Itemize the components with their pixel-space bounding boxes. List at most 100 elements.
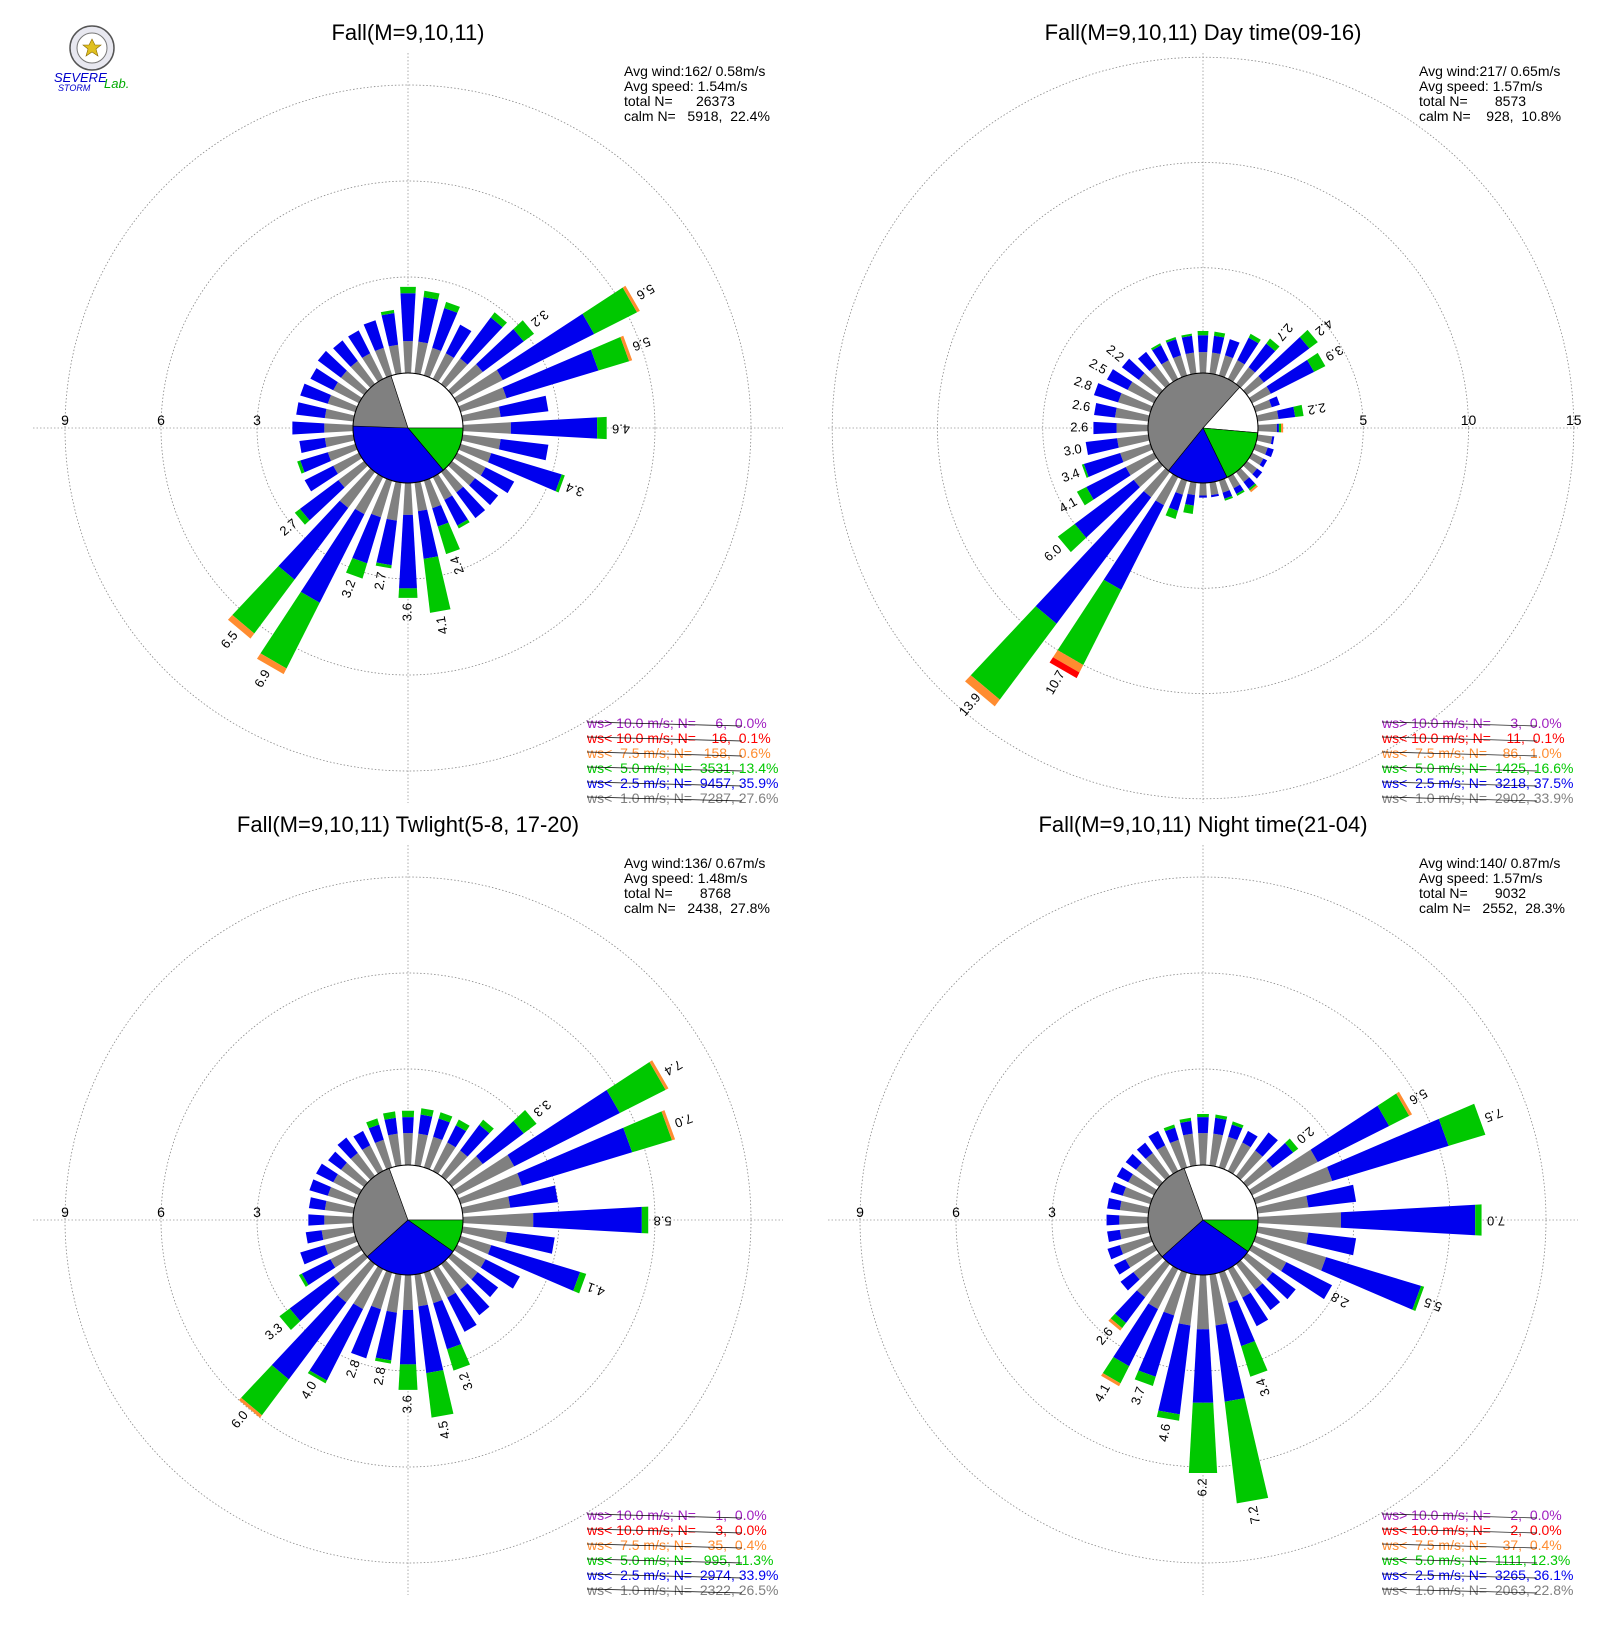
bar-segment: [384, 1117, 398, 1136]
bar-segment: [414, 1273, 428, 1307]
bar-segment: [362, 1145, 384, 1174]
legend-entry: ws< 10.0 m/s; N= 3, 0.0%: [586, 1522, 767, 1538]
ring-label: 6: [952, 1204, 960, 1220]
bar-segment: [294, 508, 310, 525]
bar-segment: [448, 1252, 478, 1280]
bar-segment: [1269, 396, 1280, 408]
bar-segment: [454, 1154, 515, 1196]
legend-entry: ws< 1.0 m/s; N= 2063, 22.8%: [1381, 1582, 1573, 1598]
bar-segment: [1327, 1118, 1449, 1181]
bar-segment: [508, 1185, 558, 1208]
legend-entry: ws> 10.0 m/s; N= 1, 0.0%: [586, 1507, 767, 1523]
legend-strike: [586, 796, 743, 802]
bar-segment: [1103, 500, 1164, 590]
bar-segment: [432, 1266, 456, 1298]
bar-segment: [1138, 373, 1163, 396]
bar-segment: [1199, 482, 1207, 496]
legend-entry: ws< 10.0 m/s; N= 11, 0.1%: [1381, 730, 1565, 746]
bar-segment: [337, 1137, 358, 1159]
stats-line: total N= 26373: [624, 93, 735, 109]
bar-segment: [1118, 393, 1153, 413]
bar-segment: [1175, 478, 1188, 495]
bar-segment: [1074, 479, 1140, 538]
bar-segment: [1152, 345, 1169, 365]
bar-segment: [1120, 1272, 1140, 1291]
bar-label: 7.2: [1245, 1505, 1263, 1525]
bar-label: 4.0: [298, 1378, 320, 1401]
ring: [64, 876, 752, 1564]
stats-line: Avg wind:136/ 0.67m/s: [624, 855, 765, 871]
bar-label: 5.6: [631, 334, 653, 354]
bar-segment: [1197, 1113, 1209, 1118]
bar-segment: [437, 522, 460, 555]
bar-segment: [469, 478, 499, 506]
bar-segment: [1150, 343, 1162, 351]
bar-segment: [300, 383, 331, 404]
bar-segment: [1276, 423, 1279, 433]
bar-segment: [1242, 1292, 1269, 1327]
bar-segment: [1122, 1186, 1153, 1205]
bar-segment: [1235, 1260, 1263, 1290]
bar-segment: [447, 1125, 467, 1148]
bar-segment: [1128, 1174, 1157, 1196]
bar-segment: [1106, 369, 1133, 390]
bar-segment: [1107, 1245, 1124, 1260]
bar-segment: [340, 370, 368, 396]
bar-segment: [582, 287, 638, 334]
bar-segment: [1227, 1142, 1251, 1174]
legend-strike: [586, 1558, 743, 1564]
legend-strike: [1381, 1588, 1538, 1594]
stats-line: Avg wind:140/ 0.87m/s: [1419, 855, 1560, 871]
legend-entry: ws< 5.0 m/s; N= 1111, 12.3%: [1381, 1552, 1570, 1568]
bar-segment: [299, 437, 327, 453]
bar-segment: [1127, 381, 1157, 404]
bar-segment: [1243, 1252, 1273, 1280]
legend-entry: ws< 5.0 m/s; N= 1425, 16.6%: [1381, 760, 1573, 776]
bar-segment: [1224, 495, 1233, 501]
bar-segment: [1113, 1259, 1131, 1275]
bar-segment: [1165, 337, 1177, 343]
bar-segment: [1180, 1120, 1193, 1136]
bar-segment: [448, 460, 476, 486]
bar-segment: [1173, 355, 1188, 378]
legend-strike: [1381, 766, 1538, 772]
bar-segment: [1215, 1114, 1228, 1120]
bar-segment: [350, 360, 376, 388]
bar-segment: [327, 394, 358, 413]
bar-segment: [1149, 365, 1171, 388]
bar-segment: [458, 1173, 522, 1205]
bar-segment: [461, 406, 501, 422]
bar-segment: [414, 481, 428, 512]
bar-segment: [1259, 458, 1268, 468]
stats-line: Avg wind:217/ 0.65m/s: [1419, 63, 1560, 79]
ring-label: 9: [61, 1204, 69, 1220]
bar-segment: [376, 518, 397, 566]
bar-segment: [1199, 495, 1207, 498]
bar-segment: [1255, 1283, 1281, 1311]
bar-segment: [1377, 1093, 1410, 1126]
bar-label: 4.1: [1091, 1381, 1113, 1404]
legend-strike: [1381, 721, 1538, 727]
bar-label: 2.6: [1093, 1324, 1116, 1347]
bar-segment: [970, 606, 1057, 700]
bar-segment: [505, 1231, 555, 1254]
panel-title: Fall(M=9,10,11) Day time(09-16): [1045, 20, 1362, 45]
bar-label: 4.5: [435, 1420, 453, 1440]
ring-label: 9: [61, 412, 69, 428]
bar-segment: [454, 369, 503, 404]
bar-segment: [399, 1310, 417, 1365]
bar-segment: [304, 465, 338, 492]
bar-segment: [423, 347, 442, 378]
bar-segment: [1125, 452, 1157, 476]
wind-rose-panel-1: Fall(M=9,10,11) 3 6 9 3.2 5.6 5.6 4.6 3.4 2.4 4.1 3…: [33, 20, 783, 806]
stats-line: total N= 8768: [624, 885, 731, 901]
legend-entry: ws< 7.5 m/s; N= 158, 0.6%: [586, 745, 771, 761]
bar-segment: [1321, 1257, 1422, 1310]
bar-label: 3.2: [338, 578, 358, 600]
bar-segment: [1083, 453, 1124, 478]
bar-segment: [517, 1127, 633, 1186]
bar-segment: [289, 1275, 340, 1322]
bar-segment: [1116, 423, 1149, 433]
bar-segment: [1057, 579, 1122, 666]
bar-segment: [455, 1119, 470, 1132]
